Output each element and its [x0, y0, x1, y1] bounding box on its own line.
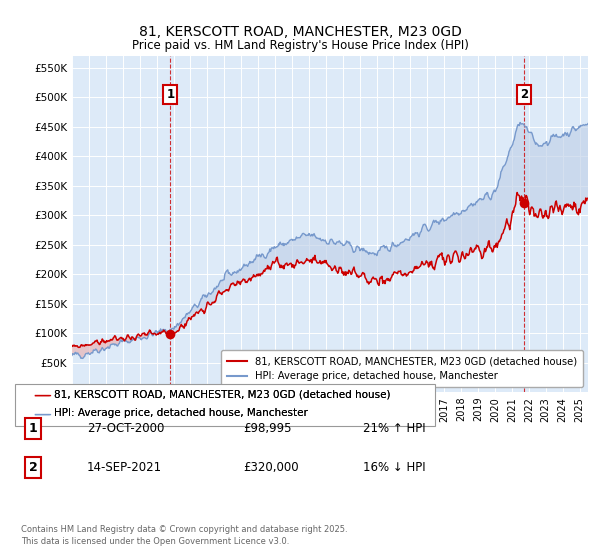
Text: 81, KERSCOTT ROAD, MANCHESTER, M23 0GD (detached house): 81, KERSCOTT ROAD, MANCHESTER, M23 0GD (… [54, 390, 391, 400]
Text: 1: 1 [166, 88, 175, 101]
Text: 2: 2 [29, 461, 37, 474]
Text: —: — [33, 404, 51, 422]
Text: Contains HM Land Registry data © Crown copyright and database right 2025.
This d: Contains HM Land Registry data © Crown c… [21, 525, 347, 546]
Text: 27-OCT-2000: 27-OCT-2000 [87, 422, 164, 435]
Text: 21% ↑ HPI: 21% ↑ HPI [363, 422, 425, 435]
Text: —: — [33, 404, 50, 422]
Legend: 81, KERSCOTT ROAD, MANCHESTER, M23 0GD (detached house), HPI: Average price, det: 81, KERSCOTT ROAD, MANCHESTER, M23 0GD (… [221, 350, 583, 387]
Text: £320,000: £320,000 [243, 461, 299, 474]
Text: 1: 1 [29, 422, 37, 435]
Text: 81, KERSCOTT ROAD, MANCHESTER, M23 0GD (detached house): 81, KERSCOTT ROAD, MANCHESTER, M23 0GD (… [54, 390, 391, 400]
Text: £98,995: £98,995 [243, 422, 292, 435]
Text: 14-SEP-2021: 14-SEP-2021 [87, 461, 162, 474]
Text: —: — [33, 386, 50, 404]
Text: 16% ↓ HPI: 16% ↓ HPI [363, 461, 425, 474]
Text: 2: 2 [520, 88, 528, 101]
Text: HPI: Average price, detached house, Manchester: HPI: Average price, detached house, Manc… [54, 408, 308, 418]
Text: Price paid vs. HM Land Registry's House Price Index (HPI): Price paid vs. HM Land Registry's House … [131, 39, 469, 52]
Text: HPI: Average price, detached house, Manchester: HPI: Average price, detached house, Manc… [54, 408, 308, 418]
Text: —: — [33, 386, 51, 404]
Text: 81, KERSCOTT ROAD, MANCHESTER, M23 0GD: 81, KERSCOTT ROAD, MANCHESTER, M23 0GD [139, 25, 461, 39]
